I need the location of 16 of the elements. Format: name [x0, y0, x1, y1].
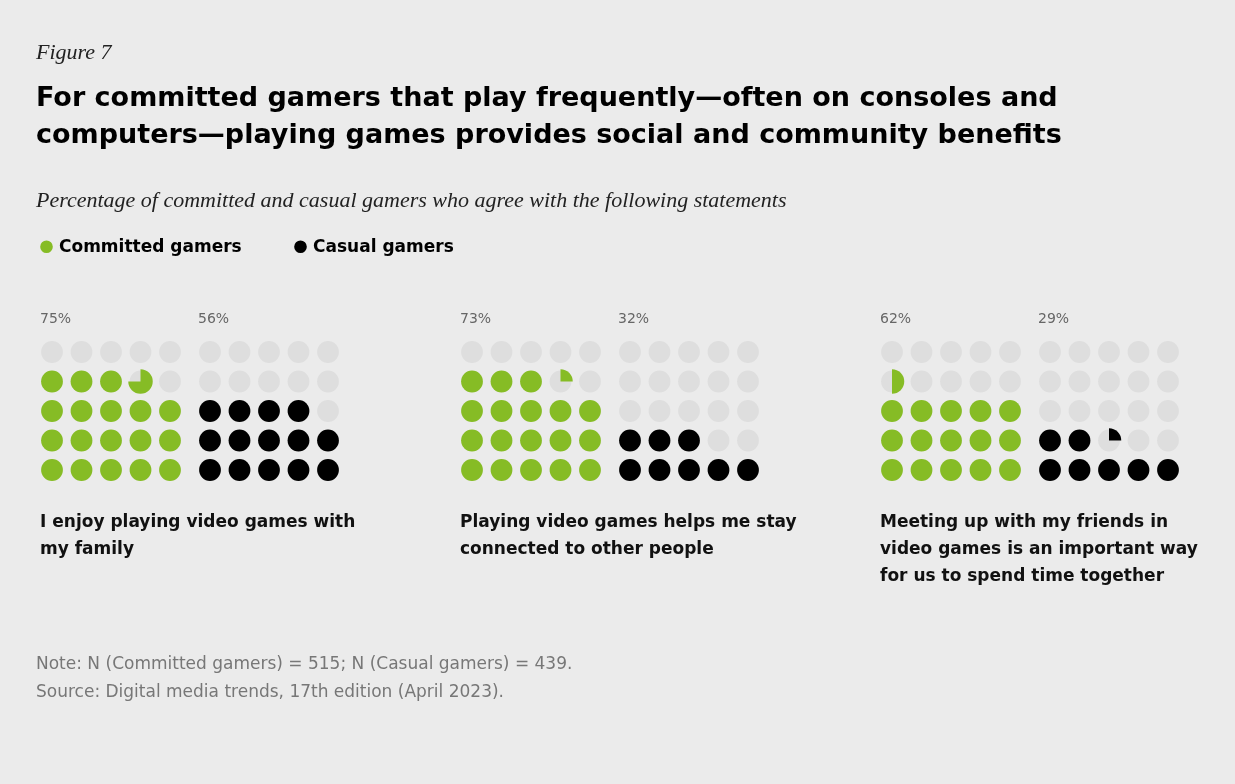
- data-label: 62%: [880, 310, 912, 326]
- legend-label: Casual gamers: [313, 235, 454, 256]
- data-label: 29%: [1038, 310, 1070, 326]
- data-label: 56%: [198, 310, 230, 326]
- text: Note: N (Committed gamers) = 515; N (Casual gamers) = 439.: [36, 653, 573, 673]
- text: For committed gamers that play frequently—often on consoles and computers—playing games provides social and community benefits: [36, 81, 1062, 149]
- legend-label: Committed gamers: [59, 235, 242, 256]
- category-label: Meeting up with my friends in video games is an important way for us to spend time together: [880, 511, 1198, 585]
- data-label: 75%: [40, 310, 72, 326]
- text: Percentage of committed and casual gamers who agree with the following statements: [35, 187, 787, 212]
- data-label: 32%: [618, 310, 650, 326]
- source-note: Source: Digital media trends, 17th edition (April 2023).: [36, 681, 504, 701]
- caption: Figure 7: [35, 39, 113, 64]
- data-label: 73%: [460, 310, 492, 326]
- category-label: Playing video games helps me stay connected to other people: [460, 511, 797, 558]
- category-label: I enjoy playing video games with my family: [40, 511, 356, 558]
